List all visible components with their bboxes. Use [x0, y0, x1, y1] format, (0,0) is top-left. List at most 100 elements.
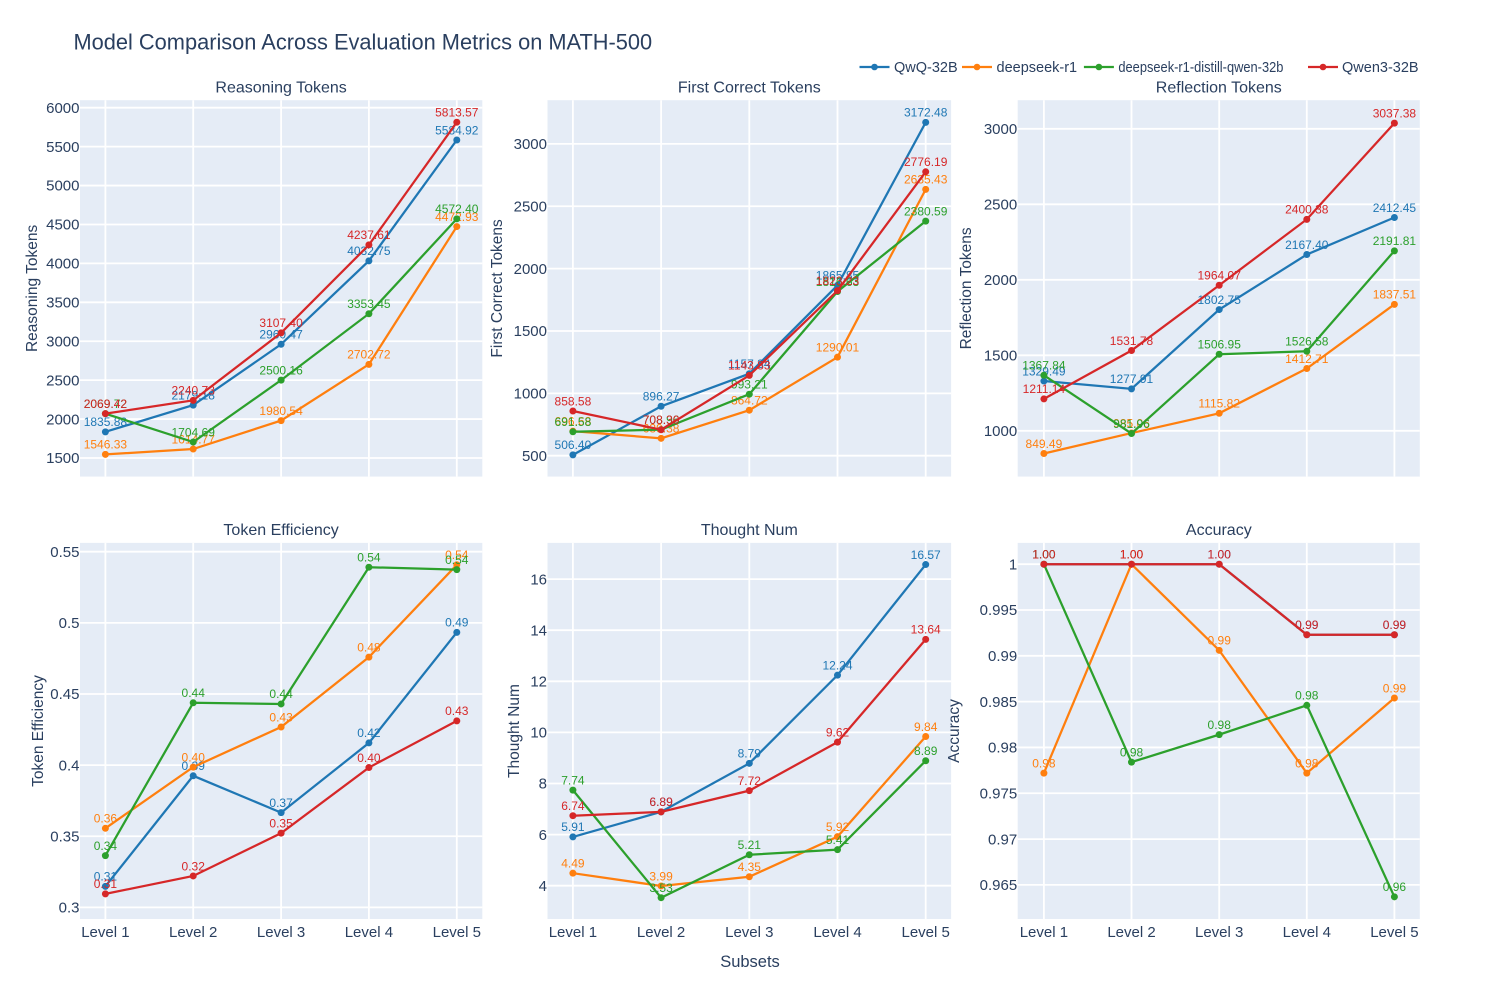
- svg-text:2412.45: 2412.45: [1373, 201, 1417, 215]
- svg-text:9.62: 9.62: [826, 725, 850, 739]
- svg-text:0.44: 0.44: [269, 687, 293, 701]
- svg-text:7.72: 7.72: [738, 774, 762, 788]
- svg-text:0.4: 0.4: [59, 757, 80, 774]
- svg-text:12: 12: [530, 674, 547, 691]
- svg-text:858.58: 858.58: [555, 394, 592, 408]
- svg-text:1531.78: 1531.78: [1110, 334, 1154, 348]
- svg-text:12.24: 12.24: [822, 658, 852, 672]
- svg-text:2167.40: 2167.40: [1285, 238, 1329, 252]
- svg-text:0.32: 0.32: [182, 859, 206, 873]
- svg-text:9.84: 9.84: [914, 720, 938, 734]
- svg-text:1837.51: 1837.51: [1373, 288, 1417, 302]
- svg-text:Level 3: Level 3: [1195, 924, 1243, 941]
- svg-text:6.74: 6.74: [561, 799, 585, 813]
- svg-text:1816.63: 1816.63: [816, 275, 860, 289]
- svg-text:0.35: 0.35: [50, 828, 79, 845]
- svg-text:3353.45: 3353.45: [347, 297, 391, 311]
- svg-text:1290.01: 1290.01: [816, 340, 860, 354]
- svg-text:8.89: 8.89: [914, 744, 938, 758]
- svg-text:Token Efficiency: Token Efficiency: [223, 522, 338, 539]
- svg-text:deepseek-r1: deepseek-r1: [997, 60, 1078, 76]
- svg-text:1.00: 1.00: [1032, 548, 1056, 562]
- svg-text:0.54: 0.54: [445, 548, 469, 562]
- svg-text:0.31: 0.31: [94, 870, 118, 884]
- svg-text:5.92: 5.92: [826, 820, 850, 834]
- svg-text:708.30: 708.30: [643, 413, 680, 427]
- svg-text:3037.38: 3037.38: [1373, 106, 1417, 120]
- svg-text:Qwen3-32B: Qwen3-32B: [1342, 60, 1419, 76]
- svg-text:0.55: 0.55: [50, 544, 79, 561]
- svg-text:1143.83: 1143.83: [728, 359, 771, 373]
- svg-text:3500: 3500: [46, 295, 79, 312]
- svg-text:500: 500: [522, 448, 547, 465]
- svg-text:0.99: 0.99: [1383, 618, 1407, 632]
- svg-text:981.96: 981.96: [1113, 417, 1150, 431]
- svg-text:Level 4: Level 4: [345, 924, 393, 941]
- svg-text:0.45: 0.45: [50, 686, 79, 703]
- svg-text:Subsets: Subsets: [720, 953, 780, 971]
- svg-text:0.43: 0.43: [445, 704, 469, 718]
- svg-text:6.89: 6.89: [649, 795, 673, 809]
- svg-text:5000: 5000: [46, 178, 79, 195]
- svg-text:3.53: 3.53: [649, 881, 673, 895]
- svg-text:Thought Num: Thought Num: [701, 522, 798, 539]
- svg-text:2000: 2000: [514, 261, 547, 278]
- svg-text:Level 3: Level 3: [257, 924, 305, 941]
- svg-text:0.99: 0.99: [1208, 634, 1232, 648]
- svg-text:0.5: 0.5: [59, 615, 80, 632]
- svg-text:0.985: 0.985: [980, 694, 1018, 711]
- svg-text:0.99: 0.99: [1295, 618, 1319, 632]
- svg-text:0.35: 0.35: [269, 816, 293, 830]
- svg-text:First Correct Tokens: First Correct Tokens: [489, 219, 506, 358]
- svg-text:2069.42: 2069.42: [84, 397, 128, 411]
- svg-text:4500: 4500: [46, 217, 79, 234]
- svg-text:1500: 1500: [514, 323, 547, 340]
- svg-text:Model Comparison Across Evalua: Model Comparison Across Evaluation Metri…: [74, 30, 653, 55]
- svg-text:2000: 2000: [984, 272, 1017, 289]
- svg-text:1.00: 1.00: [1032, 548, 1056, 562]
- svg-text:0.99: 0.99: [1383, 681, 1407, 695]
- svg-text:Reasoning Tokens: Reasoning Tokens: [24, 225, 41, 352]
- svg-text:1211.14: 1211.14: [1023, 382, 1066, 396]
- svg-text:1277.91: 1277.91: [1110, 372, 1154, 386]
- svg-text:0.34: 0.34: [94, 839, 118, 853]
- svg-text:2191.81: 2191.81: [1373, 234, 1417, 248]
- svg-text:2500: 2500: [514, 198, 547, 215]
- svg-text:4.49: 4.49: [561, 856, 585, 870]
- svg-text:2776.19: 2776.19: [904, 155, 948, 169]
- svg-text:849.49: 849.49: [1026, 437, 1063, 451]
- svg-text:0.98: 0.98: [988, 740, 1017, 757]
- svg-text:2635.43: 2635.43: [904, 173, 948, 187]
- svg-text:Level 2: Level 2: [637, 924, 685, 941]
- svg-text:Level 2: Level 2: [169, 924, 217, 941]
- svg-text:0.99: 0.99: [1383, 618, 1407, 632]
- svg-text:Level 1: Level 1: [1020, 924, 1068, 941]
- svg-text:1.00: 1.00: [1208, 548, 1232, 562]
- svg-text:1.00: 1.00: [1120, 548, 1144, 562]
- svg-text:1546.33: 1546.33: [84, 438, 128, 452]
- svg-text:Reflection Tokens: Reflection Tokens: [1156, 79, 1282, 96]
- svg-text:7.74: 7.74: [561, 773, 585, 787]
- svg-text:0.98: 0.98: [1120, 745, 1144, 759]
- svg-text:0.99: 0.99: [988, 648, 1017, 665]
- svg-text:deepseek-r1-distill-qwen-32b: deepseek-r1-distill-qwen-32b: [1118, 60, 1283, 76]
- svg-text:Level 4: Level 4: [813, 924, 861, 941]
- svg-text:0.40: 0.40: [182, 750, 206, 764]
- svg-text:1.00: 1.00: [1120, 548, 1144, 562]
- svg-text:2500: 2500: [46, 372, 79, 389]
- svg-text:1: 1: [1009, 556, 1017, 573]
- svg-text:8: 8: [539, 776, 547, 793]
- svg-text:5.21: 5.21: [738, 838, 762, 852]
- svg-text:1865.85: 1865.85: [816, 269, 860, 283]
- svg-text:Accuracy: Accuracy: [1186, 522, 1252, 539]
- svg-text:Level 1: Level 1: [81, 924, 129, 941]
- svg-text:1367.84: 1367.84: [1022, 359, 1066, 373]
- svg-text:2240.73: 2240.73: [172, 384, 216, 398]
- svg-text:0.97: 0.97: [988, 831, 1017, 848]
- svg-text:1.00: 1.00: [1032, 548, 1056, 562]
- svg-text:5813.57: 5813.57: [435, 106, 479, 120]
- svg-text:4: 4: [539, 878, 547, 895]
- svg-text:2380.59: 2380.59: [904, 204, 948, 218]
- svg-text:Level 3: Level 3: [725, 924, 773, 941]
- svg-text:0.995: 0.995: [980, 602, 1018, 619]
